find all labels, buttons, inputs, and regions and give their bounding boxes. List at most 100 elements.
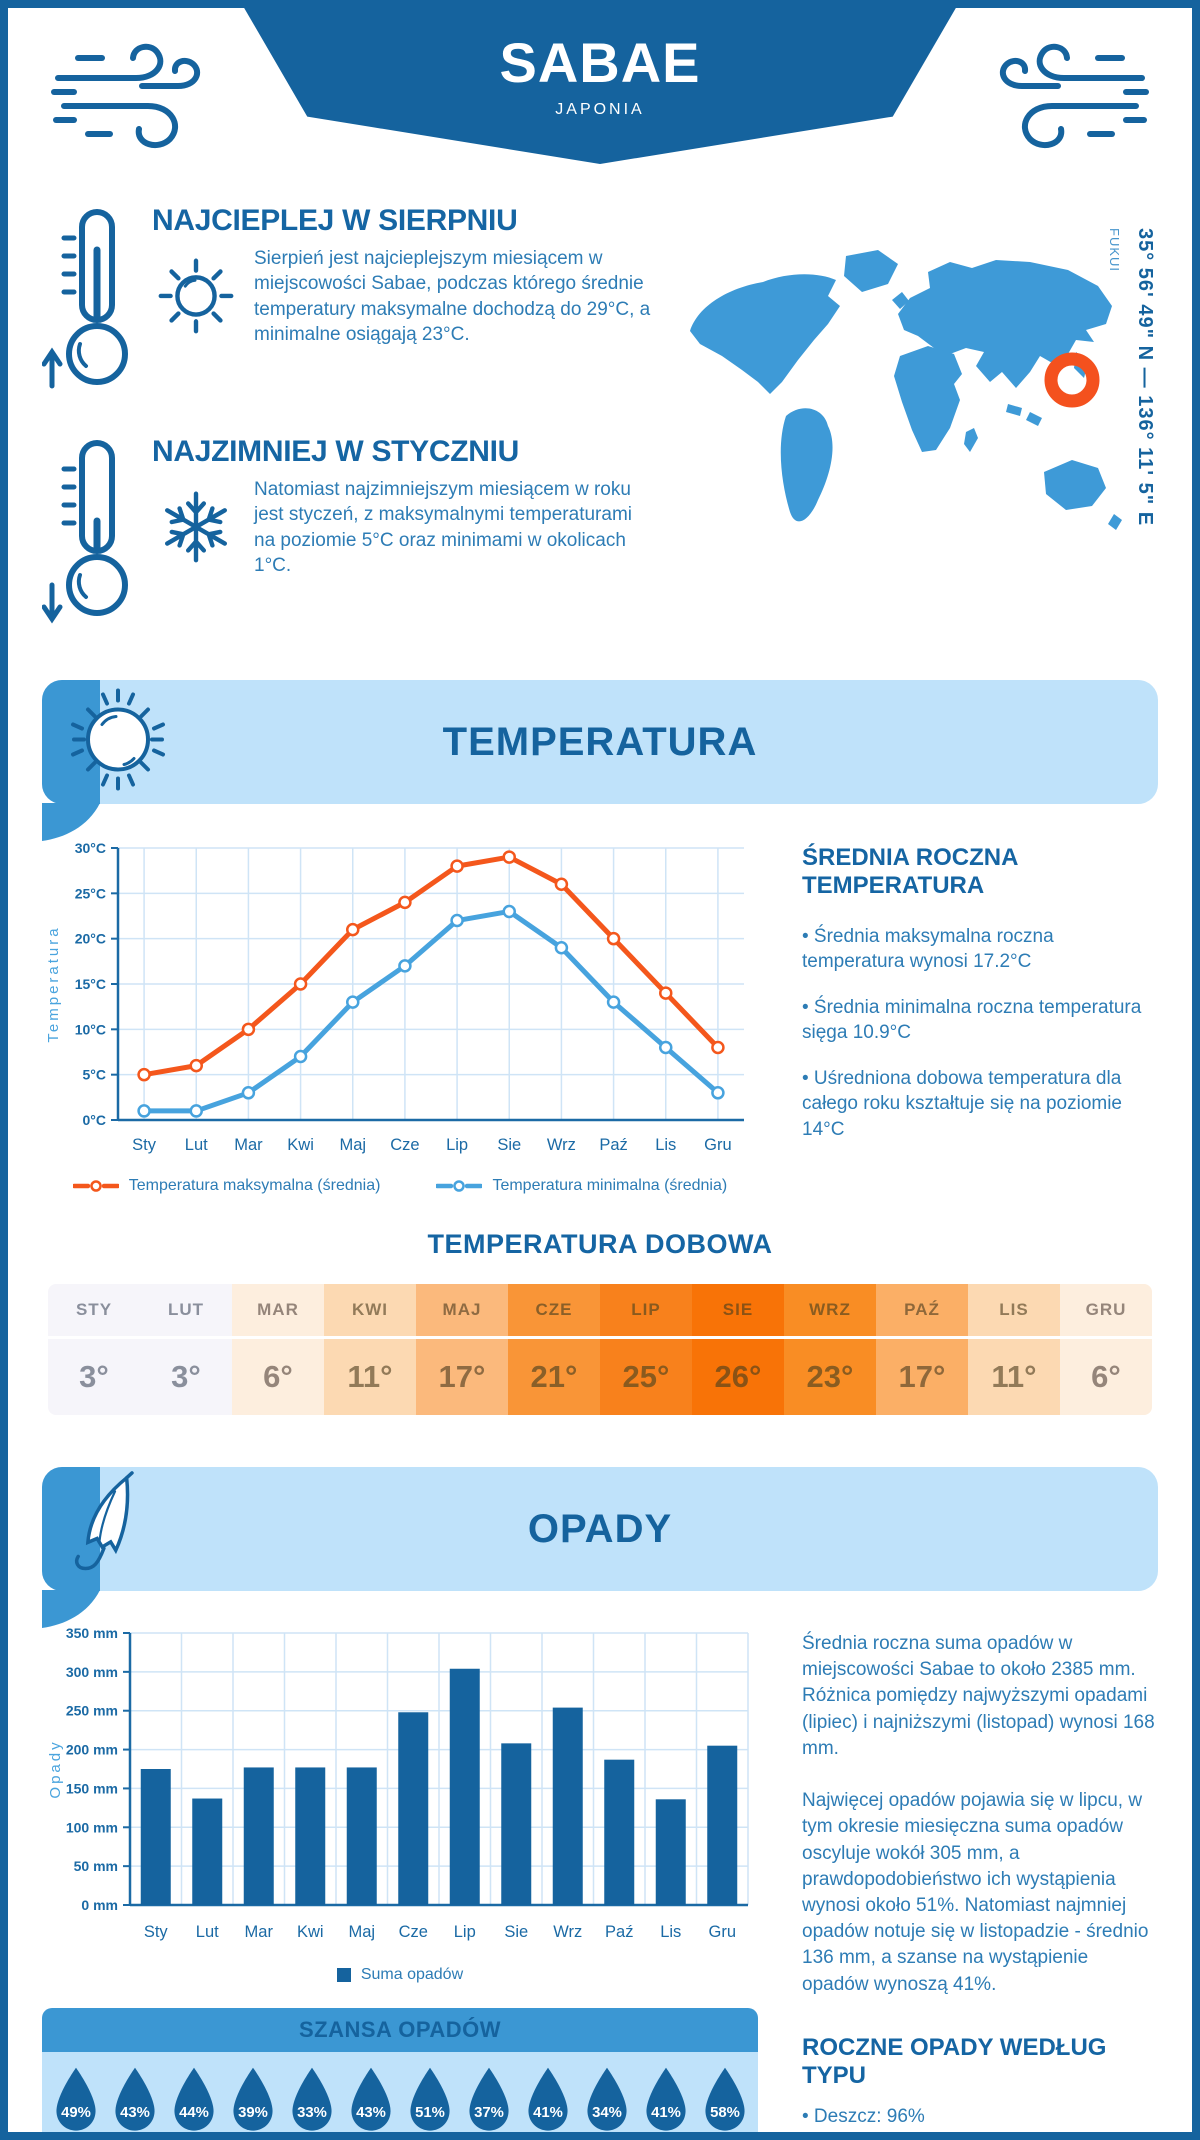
svg-text:Sty: Sty xyxy=(144,1923,169,1941)
droplet-icon: 41% xyxy=(527,2067,568,2131)
daily-temp-month-cell: STY xyxy=(48,1284,140,1336)
by-type-title: ROCZNE OPADY WEDŁUG TYPU xyxy=(802,2033,1107,2089)
svg-text:30°C: 30°C xyxy=(75,840,106,856)
chance-droplet: 43%CZE xyxy=(341,2066,400,2132)
svg-text:5°C: 5°C xyxy=(83,1067,107,1083)
daily-temp-month-cell: GRU xyxy=(1060,1284,1152,1336)
chance-droplet: 44%MAR xyxy=(164,2066,223,2132)
title-banner: SABAE JAPONIA xyxy=(243,8,957,164)
precipitation-section-title: OPADY xyxy=(527,1506,673,1551)
daily-temp-month-cell: MAR xyxy=(232,1284,324,1336)
svg-text:Lis: Lis xyxy=(655,1136,676,1154)
svg-text:150 mm: 150 mm xyxy=(66,1780,118,1796)
daily-temp-value-cell: 3° xyxy=(48,1339,140,1415)
chance-droplet: 39%KWI xyxy=(223,2066,282,2132)
svg-text:Gru: Gru xyxy=(704,1136,732,1154)
svg-text:50 mm: 50 mm xyxy=(74,1858,118,1874)
legend-label: Temperatura maksymalna (średnia) xyxy=(128,1177,381,1194)
svg-text:300 mm: 300 mm xyxy=(66,1664,118,1680)
svg-text:34%: 34% xyxy=(592,2105,622,2121)
annual-bullet: • Średnia maksymalna roczna temperatura … xyxy=(802,926,1054,973)
svg-text:Paź: Paź xyxy=(599,1136,627,1154)
region-label: FUKUI xyxy=(1107,228,1122,272)
daily-temp-month-cell: LUT xyxy=(140,1284,232,1336)
droplet-icon: 33% xyxy=(291,2067,332,2131)
precipitation-bar xyxy=(552,1707,583,1905)
svg-text:Mar: Mar xyxy=(234,1136,263,1154)
legend-label: Suma opadów xyxy=(360,1966,464,1983)
svg-text:41%: 41% xyxy=(651,2105,681,2121)
svg-text:Sie: Sie xyxy=(497,1136,521,1154)
svg-text:Paź: Paź xyxy=(605,1923,633,1941)
daily-temp-value-cell: 23° xyxy=(784,1339,876,1415)
chance-title: SZANSA OPADÓW xyxy=(42,2008,758,2052)
precipitation-bar xyxy=(243,1767,274,1905)
droplet-icon: 41% xyxy=(645,2067,686,2131)
coldest-content: NAJZIMNIEJ W STYCZNIU Natomias xyxy=(152,435,654,636)
daily-temp-value-cell: 17° xyxy=(416,1339,508,1415)
coldest-month-block: NAJZIMNIEJ W STYCZNIU Natomias xyxy=(41,435,654,636)
svg-text:Wrz: Wrz xyxy=(553,1923,582,1941)
svg-text:43%: 43% xyxy=(120,2105,150,2121)
svg-text:Cze: Cze xyxy=(390,1136,419,1154)
svg-text:10°C: 10°C xyxy=(75,1021,106,1037)
daily-temp-month-cell: LIS xyxy=(968,1284,1060,1336)
banner-tail xyxy=(42,803,100,846)
droplet-icon: 51% xyxy=(409,2067,450,2131)
annual-bullet: • Uśredniona dobowa temperatura dla całe… xyxy=(802,1067,1123,1140)
precipitation-paragraph: Średnia roczna suma opadów w miejscowośc… xyxy=(802,1633,1155,1759)
annual-temperature-block: ŚREDNIA ROCZNA TEMPERATURA • Średnia mak… xyxy=(802,834,1158,1195)
daily-temperature-table: STY LUT MAR KWI MAJ CZE LIP SIE WRZ PAŹ LIS GRU 3° 3… xyxy=(48,1284,1152,1415)
svg-text:100 mm: 100 mm xyxy=(66,1819,118,1835)
svg-text:250 mm: 250 mm xyxy=(66,1703,118,1719)
country-subtitle: JAPONIA xyxy=(555,101,645,118)
svg-text:41%: 41% xyxy=(533,2105,563,2121)
precipitation-bar xyxy=(707,1745,738,1905)
svg-text:Sty: Sty xyxy=(132,1136,157,1154)
daily-temp-values-row: 3° 3° 6° 11° 17° 21° 25° 26° 23° 17° 11° 6° xyxy=(48,1339,1152,1415)
precipitation-paragraph: Najwięcej opadów pojawia się w lipcu, w … xyxy=(802,1790,1149,1995)
svg-text:49%: 49% xyxy=(61,2105,91,2121)
wind-icon xyxy=(44,30,214,165)
precipitation-bar xyxy=(604,1759,635,1905)
svg-text:Wrz: Wrz xyxy=(547,1136,576,1154)
daily-temp-value-cell: 6° xyxy=(1060,1339,1152,1415)
precipitation-bar xyxy=(140,1769,171,1905)
daily-temp-month-cell: WRZ xyxy=(784,1284,876,1336)
daily-temperature-title: TEMPERATURA DOBOWA xyxy=(427,1229,773,1259)
svg-text:Cze: Cze xyxy=(399,1923,428,1941)
droplet-icon: 39% xyxy=(232,2067,273,2131)
world-map: 35° 56' 49" N — 136° 11' 5" E FUKUI xyxy=(668,204,1158,566)
daily-temp-month-cell: MAJ xyxy=(416,1284,508,1336)
svg-text:Lip: Lip xyxy=(446,1136,468,1154)
daily-temp-value-cell: 11° xyxy=(968,1339,1060,1415)
svg-text:39%: 39% xyxy=(238,2105,268,2121)
temperature-section-banner: TEMPERATURA xyxy=(42,680,1158,841)
svg-text:200 mm: 200 mm xyxy=(66,1742,118,1758)
svg-text:44%: 44% xyxy=(179,2105,209,2121)
warmest-content: NAJCIEPLEJ W SIERPNIU Sierpień jest najc… xyxy=(152,204,654,405)
droplet-icon: 58% xyxy=(704,2067,745,2131)
svg-text:Mar: Mar xyxy=(245,1923,274,1941)
by-type-bullet: • Deszcz: 96% xyxy=(802,2105,925,2127)
droplet-icon: 43% xyxy=(114,2067,155,2131)
svg-text:25°C: 25°C xyxy=(75,885,106,901)
chance-droplet: 43%LUT xyxy=(105,2066,164,2132)
legend-item: Temperatura maksymalna (średnia) xyxy=(72,1177,381,1195)
daily-temp-month-cell: SIE xyxy=(692,1284,784,1336)
svg-text:350 mm: 350 mm xyxy=(66,1625,118,1641)
temperature-section-title: TEMPERATURA xyxy=(442,719,758,764)
chance-droplets: 49%STY43%LUT44%MAR39%KWI33%MAJ43%CZE51%L… xyxy=(42,2052,758,2132)
precipitation-bar xyxy=(295,1767,326,1905)
wind-icon xyxy=(986,30,1156,165)
svg-text:Maj: Maj xyxy=(348,1923,375,1941)
temperature-legend: Temperatura maksymalna (średnia) Temperat… xyxy=(42,1177,758,1195)
daily-temp-month-cell: LIP xyxy=(600,1284,692,1336)
precipitation-chance-box: SZANSA OPADÓW 49%STY43%LUT44%MAR39%KWI33… xyxy=(42,2008,758,2132)
chance-droplet: 58%GRU xyxy=(695,2066,754,2132)
thermometer-up-icon xyxy=(41,204,152,405)
svg-text:Sie: Sie xyxy=(504,1923,528,1941)
droplet-icon: 37% xyxy=(468,2067,509,2131)
svg-text:51%: 51% xyxy=(415,2105,445,2121)
